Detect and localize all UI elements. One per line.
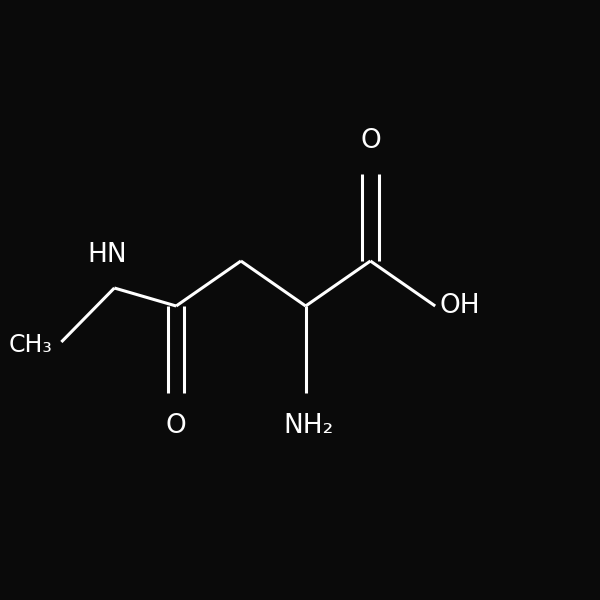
- Text: CH₃: CH₃: [8, 333, 53, 357]
- Text: O: O: [166, 413, 187, 439]
- Text: NH₂: NH₂: [283, 413, 334, 439]
- Text: O: O: [360, 128, 381, 154]
- Text: OH: OH: [440, 293, 481, 319]
- Text: HN: HN: [88, 242, 127, 268]
